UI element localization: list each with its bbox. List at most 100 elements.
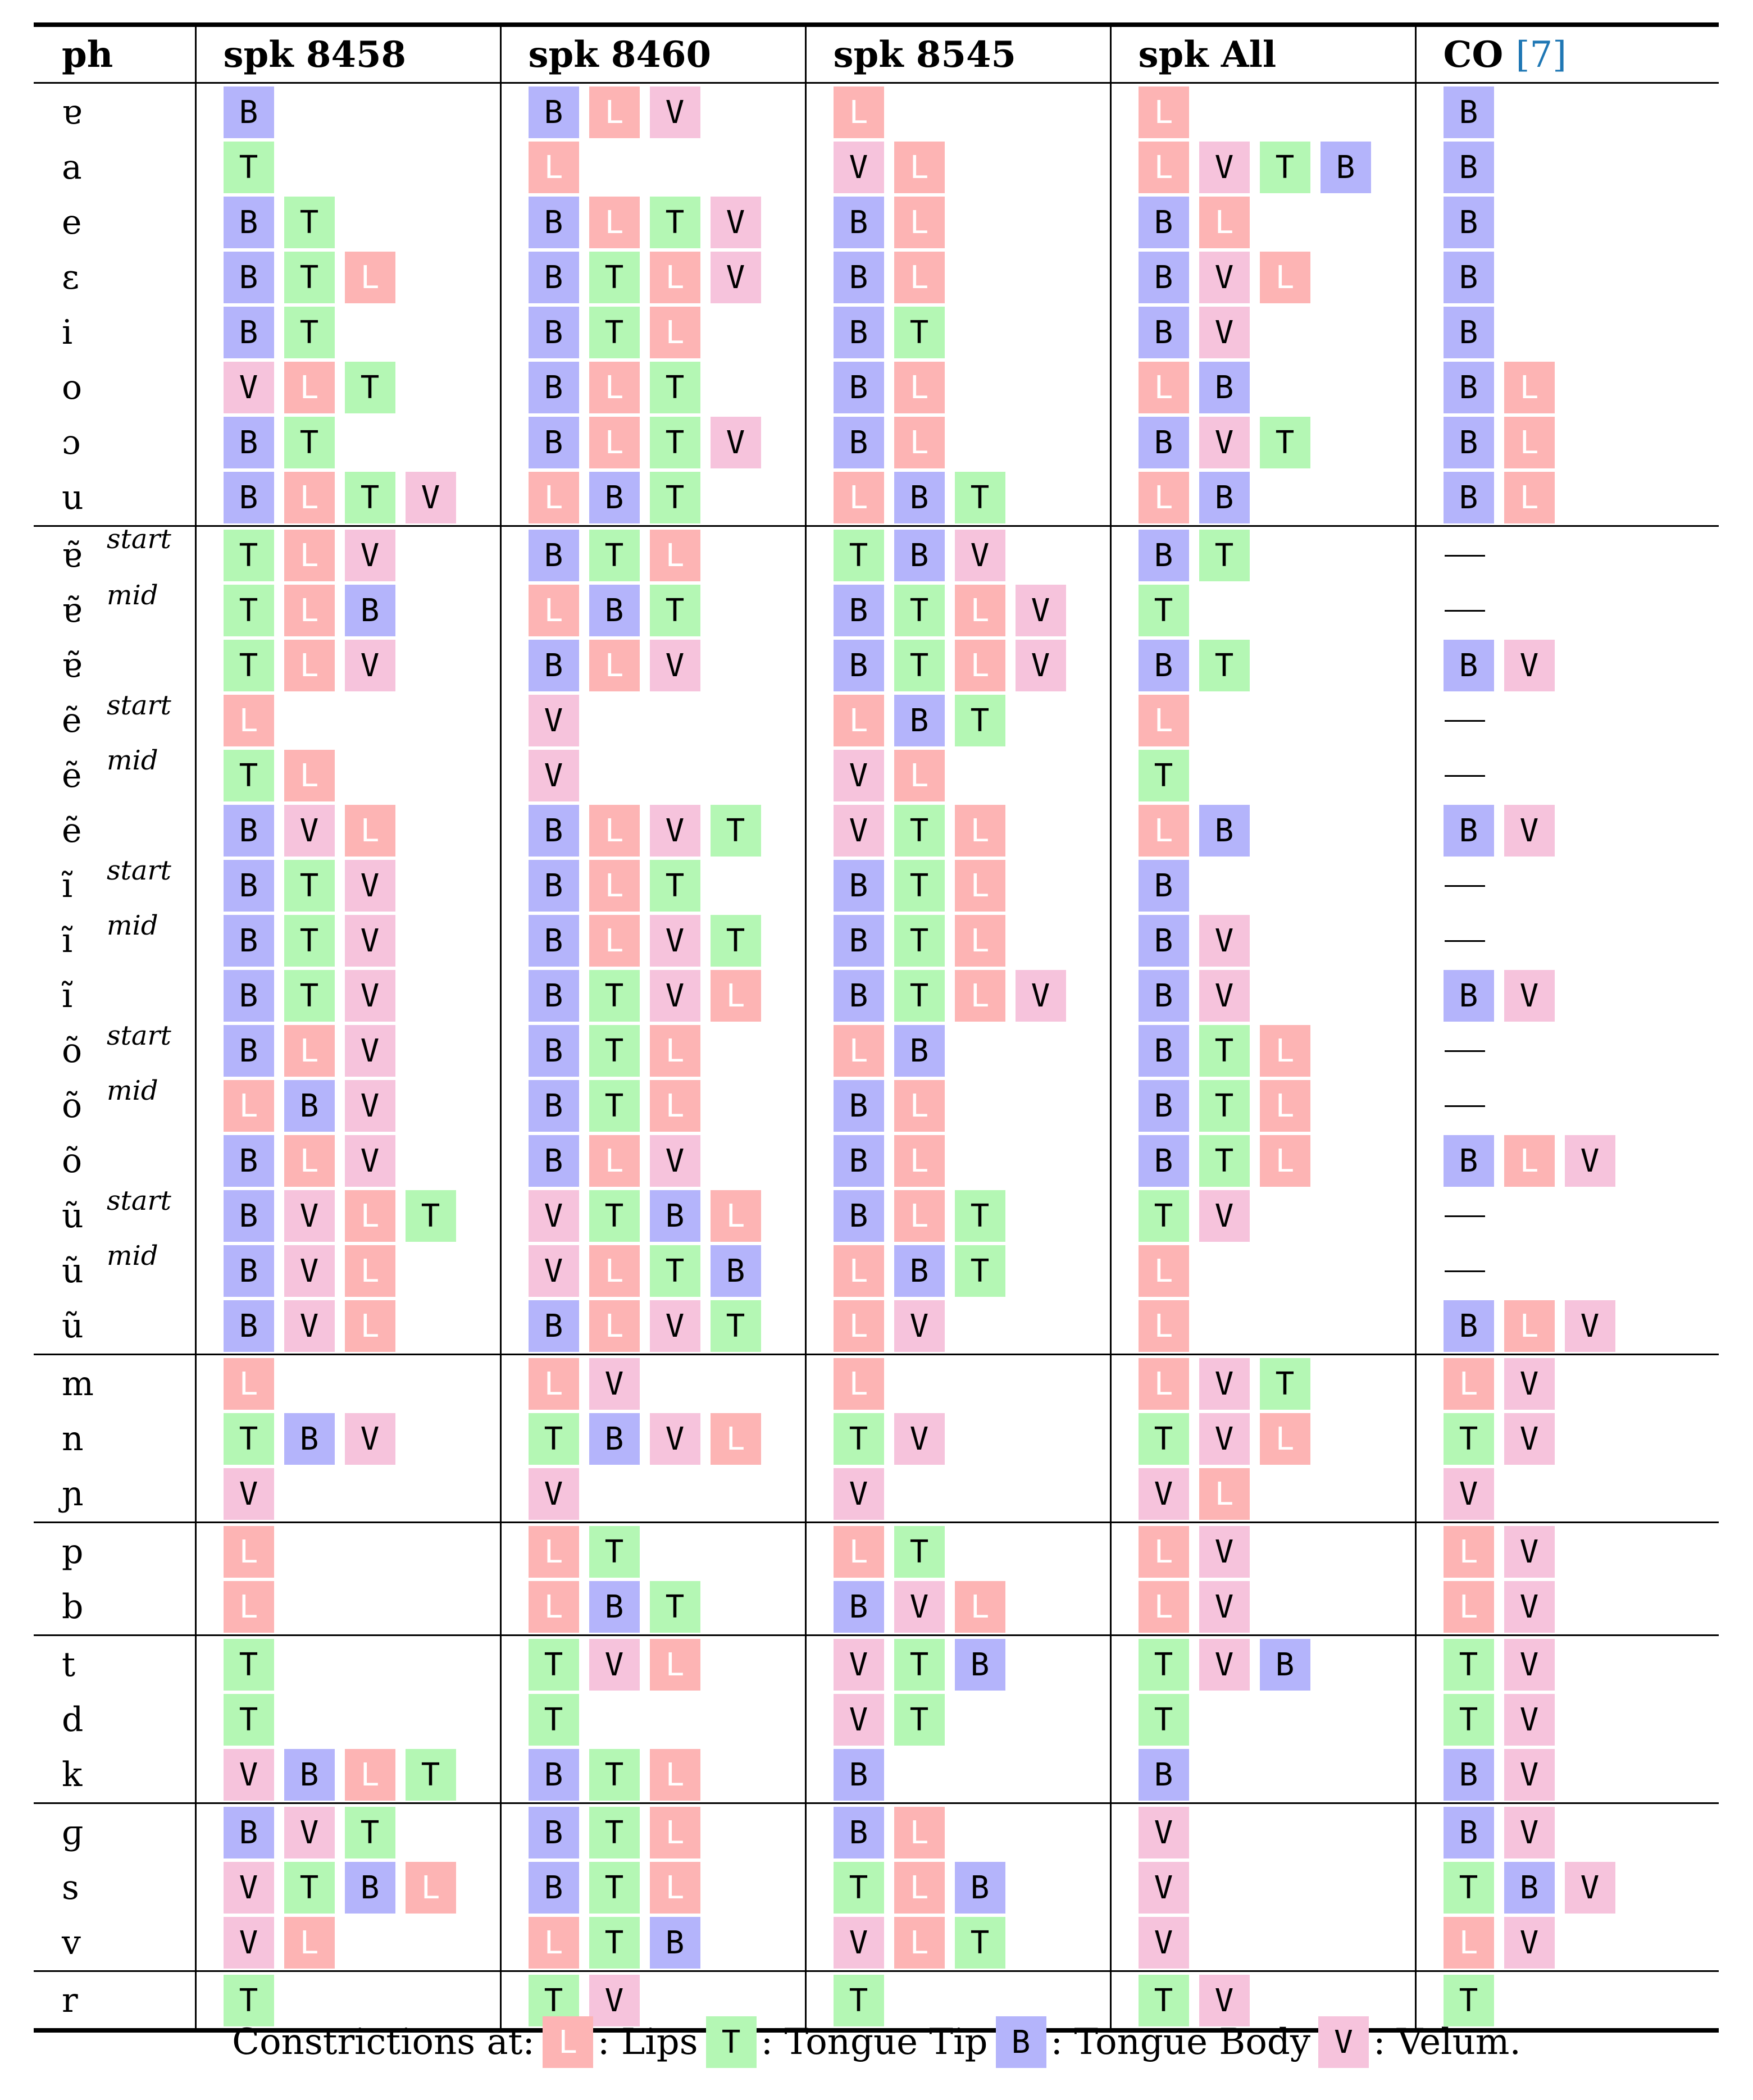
phoneme-cell: m: [34, 1355, 195, 1412]
constriction-badge-L: L: [589, 915, 640, 967]
constriction-badge-L: L: [344, 1245, 395, 1297]
constriction-badge-L: L: [649, 530, 700, 581]
cell-spk-8545: L: [804, 83, 1110, 140]
cell-spk-all: T: [1109, 583, 1415, 638]
constriction-badge-L: L: [223, 1080, 274, 1132]
header-row: ph spk 8458 spk 8460 spk 8545 spk All CO…: [34, 25, 1719, 83]
phoneme-symbol: a: [62, 148, 82, 187]
constriction-badge-V: V: [833, 1917, 884, 1969]
header-co-citation-link[interactable]: [7]: [1515, 34, 1567, 76]
constriction-list: V: [1112, 1917, 1415, 1969]
constriction-badge-L: L: [710, 970, 761, 1022]
constriction-badge-B: B: [833, 1581, 884, 1633]
constriction-badge-L: L: [284, 1025, 335, 1077]
constriction-badge-L: L: [894, 750, 945, 801]
constriction-badge-T: T: [223, 142, 274, 193]
constriction-badge-T: T: [894, 1694, 945, 1746]
phoneme-symbol: ẽ: [62, 701, 82, 740]
constriction-badge-L: L: [1138, 695, 1189, 746]
constriction-badge-B: B: [833, 362, 884, 413]
constriction-badge-B: B: [833, 1080, 884, 1132]
constriction-badge-B: B: [528, 640, 579, 691]
phoneme-cell: ɐ: [34, 83, 195, 140]
constriction-badge-T: T: [528, 1413, 579, 1465]
constriction-badge-T: T: [1138, 1413, 1189, 1465]
constriction-list: [1417, 1105, 1719, 1107]
constriction-badge-B: B: [589, 472, 640, 523]
constriction-badge-V: V: [1138, 1917, 1189, 1969]
cell-spk-all: V: [1109, 1860, 1415, 1915]
constriction-badge-V: V: [528, 750, 579, 801]
constriction-badge-B: B: [528, 1135, 579, 1187]
constriction-list: V: [1417, 1468, 1719, 1520]
constriction-badge-B: B: [833, 197, 884, 248]
constriction-badge-T: T: [589, 1917, 640, 1969]
phoneme-phase-tag: start: [107, 855, 171, 886]
cell-spk-8545: V: [804, 1466, 1110, 1523]
header-spk-all: spk All: [1109, 25, 1415, 83]
cell-spk-8545: B: [804, 1747, 1110, 1803]
constriction-list: L: [807, 1358, 1110, 1410]
constriction-badge-L: L: [894, 417, 945, 468]
constriction-badge-T: T: [649, 860, 700, 912]
constriction-badge-T: T: [649, 1245, 700, 1297]
constriction-badge-L: L: [649, 1807, 700, 1858]
constriction-list: L: [197, 695, 500, 746]
constriction-badge-L: L: [1138, 805, 1189, 857]
constriction-list: B: [1417, 307, 1719, 358]
constriction-badge-L: L: [1504, 417, 1555, 468]
constriction-badge-V: V: [1199, 1190, 1250, 1242]
legend-item: V: Velum.: [1314, 2016, 1521, 2068]
constriction-badge-B: B: [833, 915, 884, 967]
constriction-badge-B: B: [1138, 1749, 1189, 1801]
phoneme-cell: õ: [34, 1133, 195, 1188]
constriction-badge-B: B: [528, 252, 579, 303]
constriction-badge-V: V: [1199, 1639, 1250, 1691]
constriction-list: [1417, 1050, 1719, 1052]
constriction-badge-T: T: [589, 1862, 640, 1914]
constriction-list: L: [807, 86, 1110, 138]
cell-spk-8460: V: [499, 1466, 805, 1523]
phoneme-symbol: ẽ: [62, 811, 82, 850]
constriction-badge-V: V: [1015, 640, 1066, 691]
constriction-badge-B: B: [1443, 805, 1494, 857]
constriction-badge-T: T: [589, 1526, 640, 1578]
constriction-badge-V: V: [1199, 970, 1250, 1022]
constriction-badge-L: L: [223, 1526, 274, 1578]
constriction-list: L: [1112, 86, 1415, 138]
constriction-badge-B: B: [528, 417, 579, 468]
constriction-badge-V: V: [1504, 805, 1555, 857]
constriction-badge-B: B: [528, 915, 579, 967]
constriction-badge-T: T: [405, 1749, 456, 1801]
constriction-badge-T: T: [1199, 640, 1250, 691]
